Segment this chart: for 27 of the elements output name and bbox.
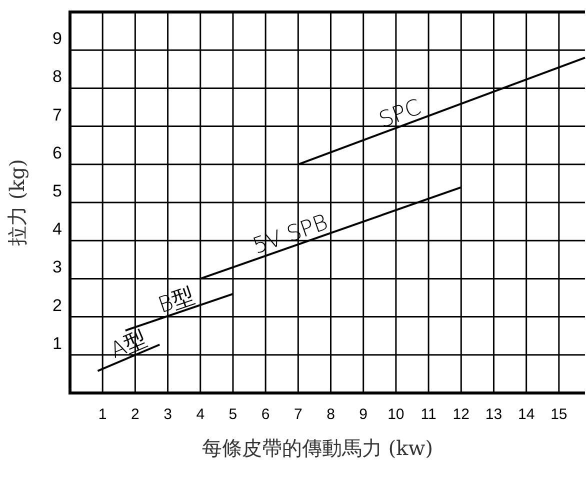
x-tick-label: 4 — [196, 406, 205, 423]
y-tick-label: 4 — [52, 220, 62, 239]
x-tick-label: 5 — [228, 406, 238, 423]
x-tick-label: 1 — [98, 406, 107, 423]
x-tick-label: 15 — [550, 406, 568, 423]
y-tick-label: 9 — [52, 29, 62, 48]
x-axis-title: 每條皮帶的傳動馬力 (kw) — [202, 436, 434, 460]
x-tick-label: 13 — [485, 406, 502, 423]
x-tick-label: 3 — [164, 406, 172, 423]
y-tick-label: 6 — [52, 143, 62, 162]
x-tick-label: 7 — [294, 406, 302, 423]
x-tick-label: 11 — [420, 406, 436, 423]
y-tick-label: 8 — [52, 67, 62, 86]
y-tick-label: 3 — [52, 258, 62, 277]
x-tick-label: 12 — [452, 406, 470, 423]
x-tick-label: 9 — [359, 406, 368, 423]
x-tick-label: 2 — [131, 406, 140, 423]
y-tick-label: 1 — [52, 334, 62, 353]
x-tick-label: 8 — [326, 406, 335, 423]
y-tick-label: 5 — [52, 182, 62, 200]
x-tick-label: 14 — [518, 406, 535, 423]
x-tick-label: 6 — [261, 406, 270, 423]
x-tick-label: 10 — [388, 406, 404, 423]
y-axis-title: 拉力 (kg) — [5, 159, 29, 246]
text: A型 — [106, 326, 151, 364]
y-tick-label: 2 — [52, 296, 62, 315]
y-tick-label: 7 — [52, 105, 62, 124]
